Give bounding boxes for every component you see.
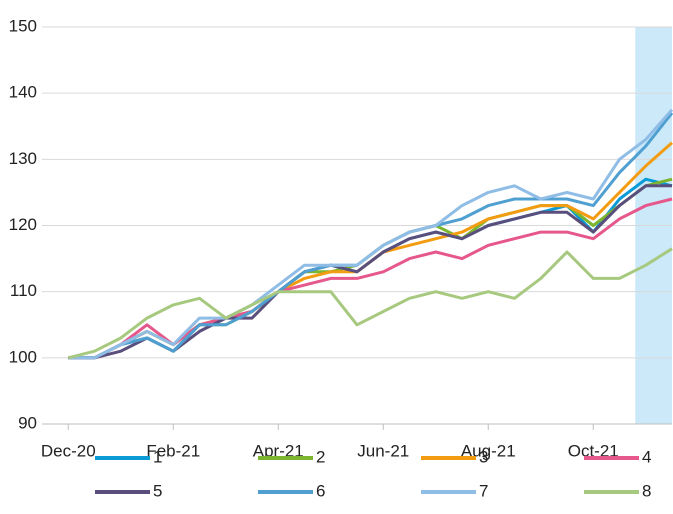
y-tick-label: 120 bbox=[9, 215, 37, 234]
legend-label: 3 bbox=[479, 447, 488, 466]
series-line bbox=[68, 141, 673, 360]
x-tick-label: Aug-21 bbox=[461, 441, 516, 460]
series-line bbox=[67, 247, 673, 360]
series-line bbox=[68, 108, 673, 360]
legend-label: 7 bbox=[479, 481, 488, 500]
y-tick-label: 90 bbox=[18, 413, 37, 432]
x-tick-label: Apr-21 bbox=[253, 441, 304, 460]
y-tick-label: 140 bbox=[9, 83, 37, 102]
x-tick-label: Oct-21 bbox=[568, 441, 619, 460]
y-tick-label: 130 bbox=[9, 149, 37, 168]
y-tick-label: 110 bbox=[10, 281, 37, 300]
legend-label: 8 bbox=[642, 481, 651, 500]
y-tick-label: 100 bbox=[9, 347, 37, 366]
y-tick-label: 150 bbox=[9, 16, 37, 35]
x-tick-label: Jun-21 bbox=[357, 441, 409, 460]
legend-label: 1 bbox=[153, 447, 162, 466]
legend-label: 2 bbox=[316, 447, 325, 466]
legend-label: 4 bbox=[642, 447, 651, 466]
x-tick-label: Dec-20 bbox=[41, 441, 96, 460]
x-tick-label: Feb-21 bbox=[146, 441, 200, 460]
legend-label: 6 bbox=[316, 481, 325, 500]
legend-label: 5 bbox=[153, 481, 162, 500]
